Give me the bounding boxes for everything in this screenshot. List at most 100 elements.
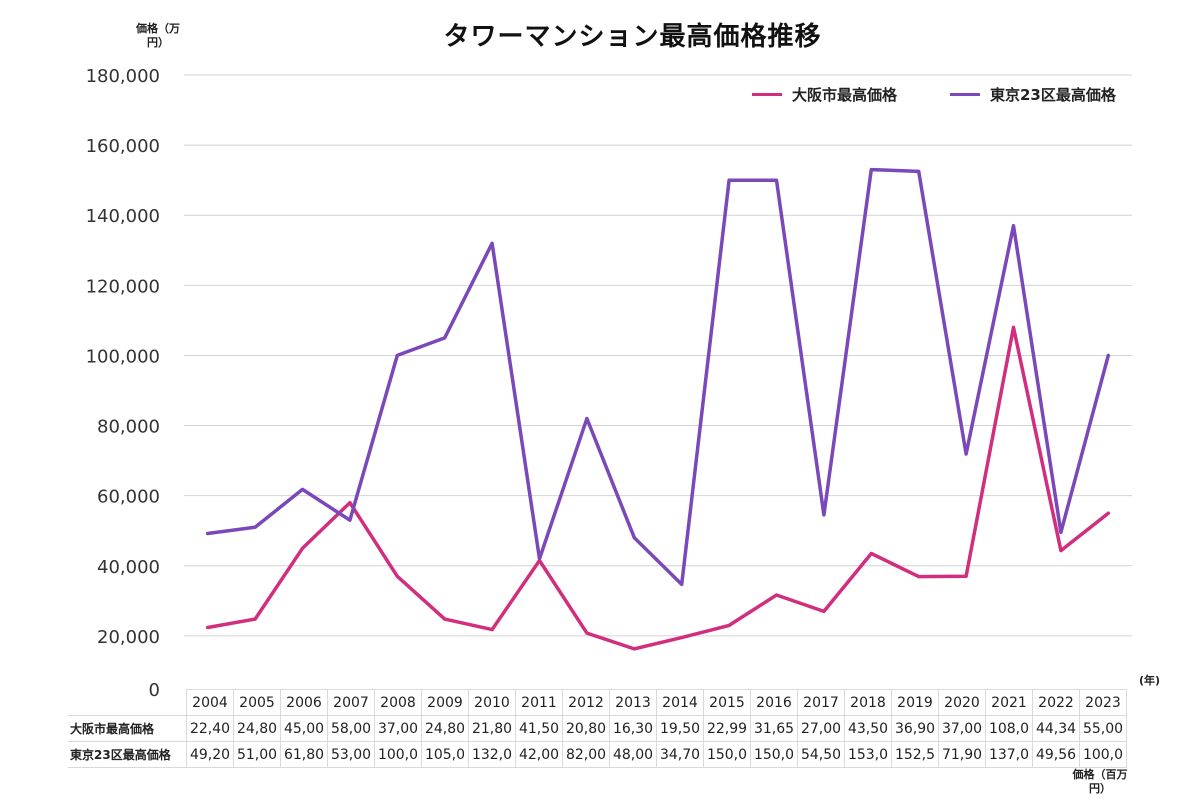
table-value-cell: 22,40 bbox=[186, 715, 234, 742]
data-point bbox=[964, 452, 968, 456]
data-point bbox=[538, 557, 541, 561]
data-point bbox=[1059, 549, 1063, 553]
data-point bbox=[822, 609, 826, 613]
table-value-cell: 19,50 bbox=[656, 715, 704, 742]
table-year-cell: 2006 bbox=[280, 689, 328, 716]
y-tick-label: 100,000 bbox=[86, 346, 160, 367]
data-point bbox=[1012, 224, 1015, 228]
table-value-cell: 82,00 bbox=[562, 741, 610, 768]
table-value-cell: 43,50 bbox=[844, 715, 892, 742]
data-point bbox=[1059, 530, 1063, 534]
table-value-cell: 24,80 bbox=[233, 715, 281, 742]
table-row-osaka: 大阪市最高価格 22,40 24,80 45,00 58,00 37,00 24,80 21,… bbox=[68, 715, 1127, 742]
table-year-cell: 2019 bbox=[891, 689, 939, 716]
table-value-cell: 55,00 bbox=[1079, 715, 1127, 742]
legend-label-osaka: 大阪市最高価格 bbox=[792, 86, 898, 104]
table-year-cell: 2021 bbox=[985, 689, 1033, 716]
table-year-cell: 2017 bbox=[797, 689, 845, 716]
legend-swatch-tokyo bbox=[950, 93, 980, 96]
table-year-cell: 2015 bbox=[703, 689, 751, 716]
legend-item-osaka: 大阪市最高価格 bbox=[752, 84, 897, 105]
table-year-cell: 2023 bbox=[1079, 689, 1127, 716]
data-point bbox=[869, 168, 873, 172]
data-point bbox=[1106, 511, 1110, 515]
table-value-cell: 31,65 bbox=[750, 715, 798, 742]
data-point bbox=[443, 336, 447, 340]
table-value-cell: 49,56 bbox=[1032, 741, 1080, 768]
data-point bbox=[206, 532, 210, 536]
data-point bbox=[727, 623, 731, 627]
data-point bbox=[1106, 353, 1110, 357]
data-point bbox=[585, 417, 589, 421]
data-point bbox=[301, 546, 304, 550]
data-point bbox=[348, 501, 352, 505]
table-year-cell: 2004 bbox=[186, 689, 234, 716]
data-point bbox=[727, 178, 731, 182]
y-tick-label: 60,000 bbox=[97, 487, 160, 508]
table-row-label: 東京23区最高価格 bbox=[68, 741, 187, 768]
table-year-cell: 2008 bbox=[374, 689, 422, 716]
x-axis-unit-label: (年) bbox=[1138, 674, 1160, 687]
data-table: 2004 2005 2006 2007 2008 2009 2010 2011 2012 2013… bbox=[68, 689, 1127, 768]
data-point bbox=[585, 631, 589, 635]
table-header-row: 2004 2005 2006 2007 2008 2009 2010 2011 2012 2013… bbox=[68, 689, 1127, 716]
legend-item-tokyo: 東京23区最高価格 bbox=[950, 84, 1116, 105]
y-tick-label: 140,000 bbox=[86, 206, 160, 227]
data-point bbox=[869, 552, 873, 556]
table-value-cell: 100,0 bbox=[374, 741, 422, 768]
data-point bbox=[964, 574, 968, 578]
data-point bbox=[253, 525, 257, 529]
data-point bbox=[680, 582, 684, 586]
table-value-cell: 150,0 bbox=[750, 741, 798, 768]
table-year-cell: 2018 bbox=[844, 689, 892, 716]
table-value-cell: 152,5 bbox=[891, 741, 939, 768]
y-tick-label: 40,000 bbox=[97, 557, 160, 578]
y-axis-label: 価格（万円） bbox=[136, 22, 180, 49]
table-year-cell: 2020 bbox=[938, 689, 986, 716]
table-value-cell: 61,80 bbox=[280, 741, 328, 768]
data-point bbox=[253, 617, 257, 621]
table-value-cell: 51,00 bbox=[233, 741, 281, 768]
table-year-cell: 2014 bbox=[656, 689, 704, 716]
y-tick-label: 160,000 bbox=[86, 136, 160, 157]
table-year-cell: 2005 bbox=[233, 689, 281, 716]
table-value-cell: 24,80 bbox=[421, 715, 469, 742]
table-value-cell: 37,00 bbox=[374, 715, 422, 742]
table-value-cell: 105,0 bbox=[421, 741, 469, 768]
y-tick-label: 20,000 bbox=[97, 627, 160, 648]
table-value-cell: 153,0 bbox=[844, 741, 892, 768]
data-point bbox=[348, 518, 352, 522]
table-year-cell: 2022 bbox=[1032, 689, 1080, 716]
table-value-cell: 34,70 bbox=[656, 741, 704, 768]
table-value-cell: 71,90 bbox=[938, 741, 986, 768]
data-point bbox=[917, 575, 921, 579]
data-point bbox=[680, 636, 684, 640]
data-point bbox=[301, 487, 304, 491]
table-year-cell: 2010 bbox=[468, 689, 516, 716]
table-year-cell: 2011 bbox=[515, 689, 563, 716]
data-point bbox=[822, 513, 826, 517]
data-point bbox=[775, 178, 778, 182]
table-value-cell: 137,0 bbox=[985, 741, 1033, 768]
table-value-cell: 150,0 bbox=[703, 741, 751, 768]
data-point bbox=[395, 353, 399, 357]
table-value-cell: 49,20 bbox=[186, 741, 234, 768]
table-value-cell: 42,00 bbox=[515, 741, 563, 768]
data-point bbox=[1012, 325, 1015, 329]
data-point bbox=[490, 241, 494, 245]
legend-label-tokyo: 東京23区最高価格 bbox=[990, 86, 1116, 104]
data-point bbox=[443, 617, 447, 621]
data-point bbox=[775, 593, 778, 597]
table-year-cell: 2009 bbox=[421, 689, 469, 716]
table-value-cell: 44,34 bbox=[1032, 715, 1080, 742]
table-row-label: 大阪市最高価格 bbox=[68, 715, 187, 742]
legend-swatch-osaka bbox=[752, 93, 782, 96]
table-value-cell: 108,0 bbox=[985, 715, 1033, 742]
table-row-tokyo: 東京23区最高価格 49,20 51,00 61,80 53,00 100,0 105,0 1… bbox=[68, 741, 1127, 768]
table-unit-label: 価格（百万円） bbox=[1072, 768, 1128, 795]
table-value-cell: 53,00 bbox=[327, 741, 375, 768]
table-value-cell: 27,00 bbox=[797, 715, 845, 742]
data-point bbox=[632, 647, 636, 651]
y-tick-label: 180,000 bbox=[86, 66, 160, 87]
